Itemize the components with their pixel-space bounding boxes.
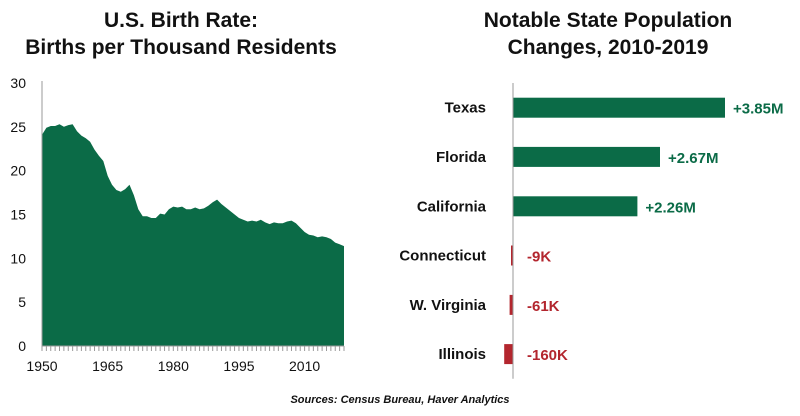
- population-title-line-1: Notable State Population: [484, 9, 733, 32]
- bar: [510, 295, 513, 315]
- data-label: +2.67M: [668, 150, 718, 167]
- x-tick-label: 1965: [92, 358, 123, 374]
- birth-rate-chart: U.S. Birth Rate: Births per Thousand Res…: [10, 9, 344, 374]
- y-tick-label: 25: [10, 119, 26, 135]
- category-label: Illinois: [438, 346, 486, 363]
- state-population-chart: Notable State Population Changes, 2010-2…: [399, 9, 783, 379]
- x-tick-label: 1995: [223, 358, 254, 374]
- bar: [504, 344, 513, 364]
- birth-rate-title-line-2: Births per Thousand Residents: [25, 36, 337, 59]
- y-tick-label: 10: [10, 250, 26, 266]
- birth-rate-area: [42, 124, 344, 346]
- category-label: W. Virginia: [410, 297, 487, 314]
- x-tick-label: 1980: [158, 358, 189, 374]
- data-label: -160K: [527, 347, 568, 364]
- x-tick-label: 2010: [289, 358, 320, 374]
- x-tick-label: 1950: [26, 358, 57, 374]
- y-tick-label: 30: [10, 75, 26, 91]
- source-note: Sources: Census Bureau, Haver Analytics: [290, 394, 509, 406]
- y-tick-label: 5: [18, 294, 26, 310]
- population-title-line-2: Changes, 2010-2019: [508, 36, 709, 59]
- category-label: California: [417, 198, 487, 215]
- data-label: +2.26M: [645, 199, 695, 216]
- bar: [513, 98, 725, 118]
- y-tick-label: 0: [18, 338, 26, 354]
- y-tick-label: 20: [10, 163, 26, 179]
- data-label: -9K: [527, 249, 551, 266]
- bar: [513, 147, 660, 167]
- birth-rate-title-line-1: U.S. Birth Rate:: [104, 9, 258, 32]
- y-tick-label: 15: [10, 207, 26, 223]
- category-label: Florida: [436, 149, 487, 166]
- chart-svg: U.S. Birth Rate: Births per Thousand Res…: [0, 0, 800, 411]
- category-label: Texas: [445, 100, 486, 117]
- bar: [513, 196, 637, 216]
- data-label: +3.85M: [733, 101, 783, 118]
- data-label: -61K: [527, 298, 560, 315]
- category-label: Connecticut: [399, 248, 486, 265]
- chart-canvas: U.S. Birth Rate: Births per Thousand Res…: [0, 0, 800, 411]
